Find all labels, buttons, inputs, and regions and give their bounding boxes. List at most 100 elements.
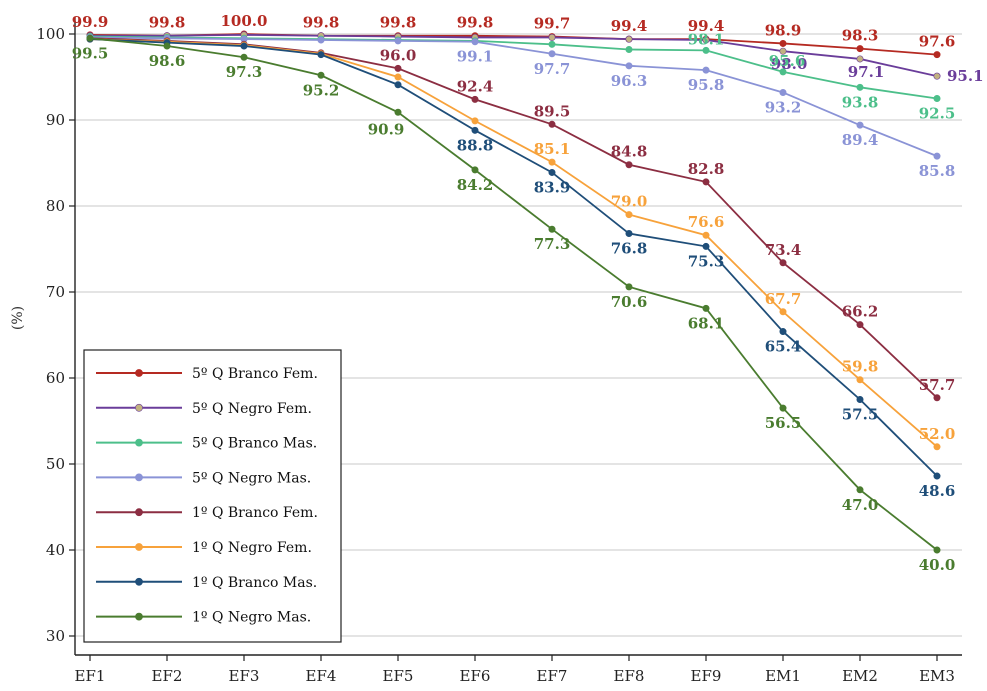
x-tick-label: EF9 (691, 667, 722, 685)
data-point (856, 486, 864, 494)
y-tick-label: 70 (46, 283, 65, 301)
data-point (625, 62, 633, 70)
data-label: 99.9 (72, 13, 109, 31)
data-label: 95.1 (947, 67, 984, 85)
data-label: 48.6 (919, 482, 956, 500)
data-label: 98.1 (688, 30, 725, 48)
y-tick-label: 40 (46, 541, 65, 559)
data-label: 92.4 (457, 77, 494, 95)
legend-label: 1º Q Branco Mas. (192, 575, 317, 591)
data-label: 93.8 (842, 93, 879, 111)
legend-swatch-marker (135, 403, 143, 412)
data-point (548, 33, 556, 41)
data-label: 85.8 (919, 162, 956, 180)
data-point (240, 53, 248, 61)
data-point (625, 211, 633, 219)
data-point (625, 35, 633, 43)
series-line-3 (89, 36, 938, 157)
data-point (240, 42, 248, 50)
data-point (548, 225, 556, 233)
data-point (933, 51, 941, 59)
data-point (86, 34, 94, 42)
data-label: 97.6 (919, 33, 956, 51)
data-label: 99.8 (149, 14, 186, 32)
y-axis-title: (%) (10, 306, 26, 330)
data-point (548, 158, 556, 166)
data-point (779, 68, 787, 76)
data-label: 65.4 (765, 338, 802, 356)
legend-label: 5º Q Branco Mas. (192, 436, 317, 452)
y-tick-label: 60 (46, 369, 65, 387)
legend-label: 1º Q Branco Fem. (192, 505, 318, 521)
data-label: 84.8 (611, 143, 648, 161)
data-point (933, 394, 941, 402)
data-label: 93.2 (765, 98, 802, 116)
data-point (471, 166, 479, 174)
data-point (779, 259, 787, 267)
data-point (702, 178, 710, 186)
data-label: 92.5 (919, 105, 956, 123)
data-label: 96.3 (611, 72, 648, 90)
data-point (856, 121, 864, 129)
data-label: 52.0 (919, 425, 956, 443)
data-label: 95.8 (688, 76, 725, 94)
data-point (856, 395, 864, 403)
data-point (548, 120, 556, 128)
data-point (702, 66, 710, 74)
data-point (933, 72, 941, 80)
data-label: 59.8 (842, 358, 879, 376)
y-tick-label: 30 (46, 627, 65, 645)
data-labels: 99.9 99.8 100.0 99.8 99.8 99.8 99.7 99.4 99.4 98.… (72, 12, 984, 574)
data-point (702, 46, 710, 54)
data-point (856, 55, 864, 63)
data-point (702, 242, 710, 250)
data-point (163, 42, 171, 50)
data-label: 99.8 (303, 14, 340, 32)
x-tick-label: EF3 (229, 667, 260, 685)
data-point (933, 152, 941, 160)
data-point (317, 71, 325, 79)
legend-label: 1º Q Negro Mas. (192, 610, 311, 626)
data-label: 79.0 (611, 193, 648, 211)
data-point (471, 95, 479, 103)
legend-swatch-marker (135, 577, 143, 586)
data-label: 89.5 (534, 102, 571, 120)
x-tick-label: EM3 (919, 667, 955, 685)
data-label: 77.3 (534, 235, 571, 253)
legend-label: 5º Q Negro Fem. (192, 401, 312, 417)
data-label: 47.0 (842, 496, 879, 514)
data-label: 97.3 (226, 63, 263, 81)
y-tick-label: 80 (46, 197, 65, 215)
data-label: 99.5 (72, 44, 109, 62)
data-point (856, 321, 864, 329)
data-label: 67.7 (765, 290, 802, 308)
data-point (394, 108, 402, 116)
y-tick-label: 90 (46, 111, 65, 129)
data-point (548, 40, 556, 48)
x-tick-label: EF2 (152, 667, 183, 685)
legend: 5º Q Branco Fem. 5º Q Negro Fem. 5º Q Bran… (83, 349, 342, 643)
data-label: 73.4 (765, 241, 802, 259)
legend-box (83, 349, 342, 643)
data-label: 99.4 (611, 17, 648, 35)
data-point (779, 47, 787, 55)
data-point (625, 283, 633, 291)
data-point (856, 83, 864, 91)
data-point (317, 51, 325, 59)
data-point (933, 443, 941, 451)
data-label: 88.8 (457, 136, 494, 154)
data-point (856, 45, 864, 53)
data-label: 76.6 (688, 213, 725, 231)
data-point (702, 304, 710, 312)
data-point (779, 328, 787, 336)
data-label: 82.8 (688, 160, 725, 178)
data-label: 99.8 (380, 14, 417, 32)
data-label: 99.8 (457, 14, 494, 32)
data-point (702, 231, 710, 239)
x-tick-label: EF6 (460, 667, 491, 685)
data-label: 100.0 (221, 12, 268, 30)
data-label: 98.3 (842, 27, 879, 45)
data-label: 40.0 (919, 556, 956, 574)
data-point (933, 95, 941, 103)
